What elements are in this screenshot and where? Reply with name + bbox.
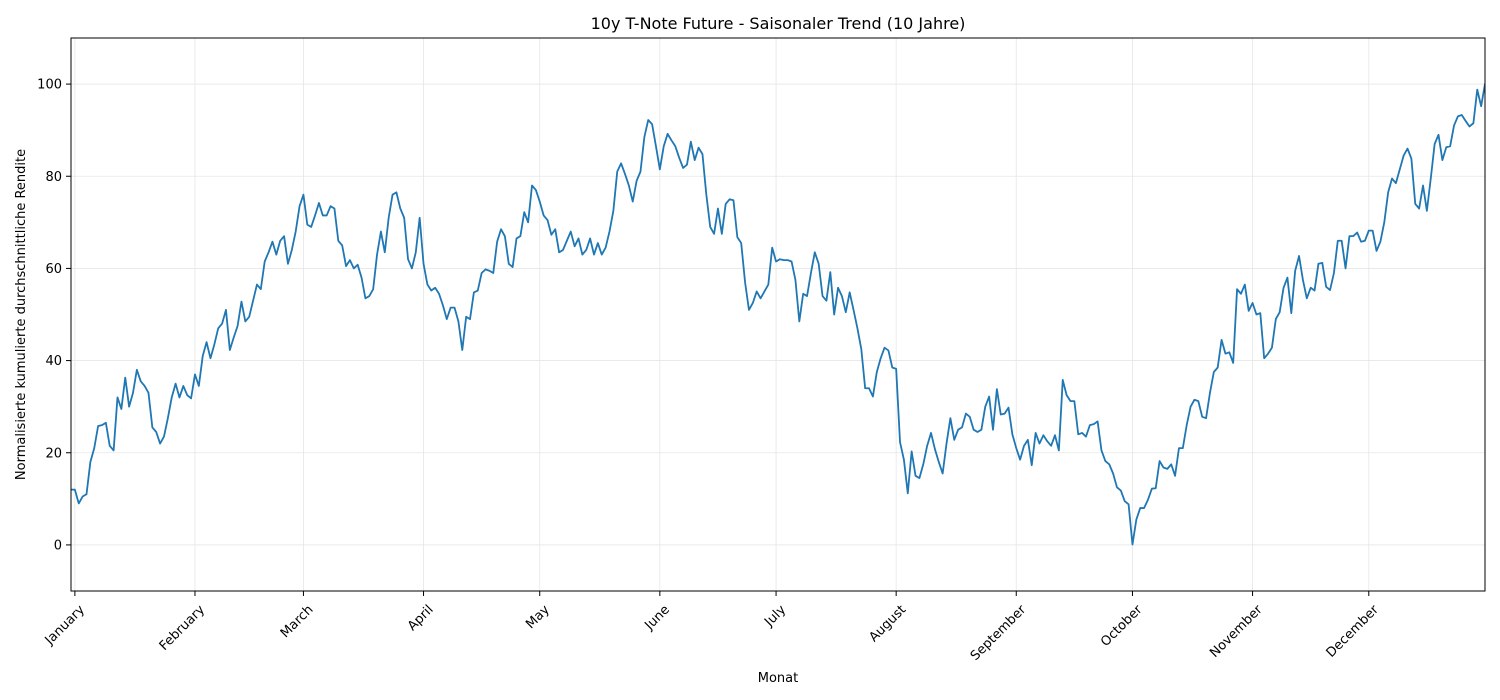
y-tick-label: 80 [45, 170, 62, 185]
x-axis-title: Monat [758, 671, 798, 686]
y-axis: 0 20 40 60 80 100 [37, 78, 71, 553]
y-tick-label: 0 [54, 538, 62, 553]
y-tick-label: 100 [37, 78, 62, 93]
y-tick-label: 40 [45, 354, 62, 369]
plot-frame [70, 37, 1486, 592]
series-line-0 [71, 83, 1485, 546]
grid-layer [71, 38, 1485, 591]
y-tick-label: 60 [45, 262, 62, 277]
series-layer [71, 83, 1485, 546]
y-axis-title: Normalisierte kumulierte durchschnittlic… [14, 149, 29, 480]
y-tick-label: 20 [45, 446, 62, 461]
chart-title: 10y T-Note Future - Saisonaler Trend (10… [591, 14, 966, 33]
